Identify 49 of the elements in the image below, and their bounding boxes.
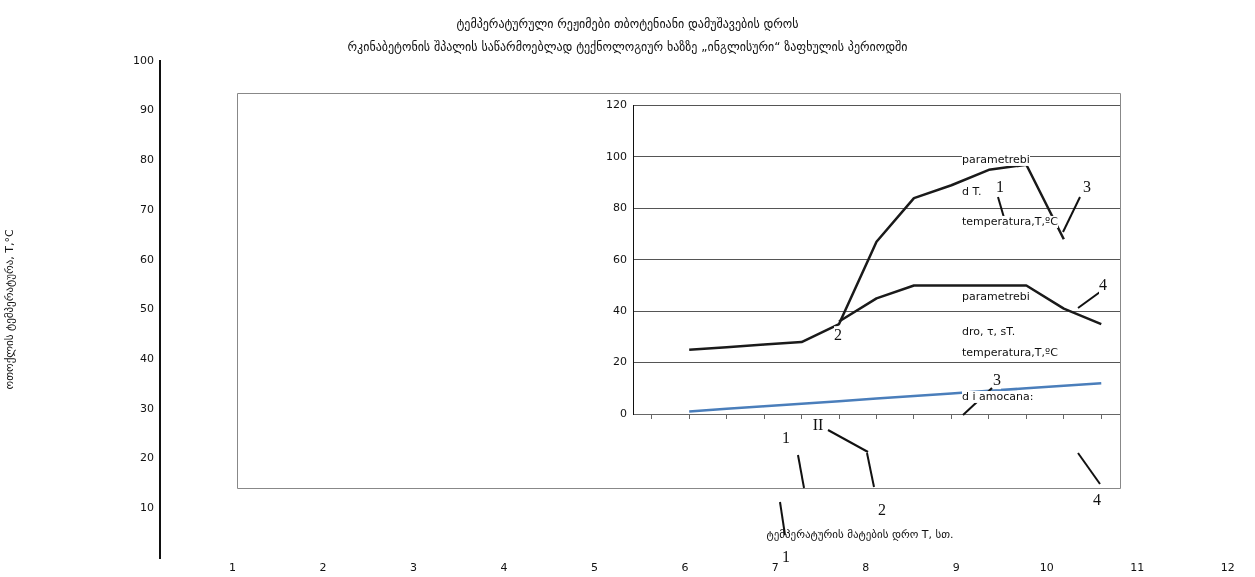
y-tick-label: 70 [140,202,154,216]
y-tick-label: 0 [620,406,627,420]
x-tick-label: 10 [1039,561,1054,575]
x-tick-label: 7 [771,561,779,575]
chart-subtitle: რკინაბეტონის შპალის საწარმოებლად ტექნოლოგიურ ხაზზე „ინგლისური“ ზაფხულის პერიოდში [347,39,908,54]
annotation: d T. [962,184,982,199]
y-tick-label: 20 [140,451,154,465]
chart-title: ტემპერატურული რეჟიმები თბოტენიანი დამუშავების დროს [456,17,799,32]
x-tick-label: 11 [1130,561,1145,575]
y-tick-label: 100 [133,53,154,67]
y-tick-label: 60 [613,252,627,266]
annotation: 1 [782,429,790,447]
x-tick-label: 1 [228,561,236,575]
annotation: d i amocana: [962,389,1034,404]
x-tick-label: 5 [590,561,598,575]
annotation: 2 [878,501,886,519]
annotation: 4 [1093,491,1101,509]
y-tick-label: 80 [140,153,154,167]
x-tick-label: 8 [862,561,870,575]
y-tick-label: 30 [140,401,154,415]
x-axis-title: ტემპერატურის მატების დრო T, სთ. [766,527,954,541]
y-tick-label: 80 [613,201,627,215]
annotation: 1 [996,178,1004,196]
annotation: 3 [1083,178,1091,196]
x-tick-label: 4 [500,561,508,575]
annotation: temperatura,T,ºC [962,345,1058,360]
annotation: temperatura,T,ºC [962,214,1058,229]
y-tick-label: 100 [606,149,627,163]
x-tick-label: 12 [1220,561,1235,575]
x-tick-label: 3 [409,561,417,575]
annotation: 3 [993,371,1001,389]
y-tick-label: 90 [140,103,154,117]
annotation: II [812,416,824,434]
annotation: dro, τ, sT. [962,324,1016,339]
annotation: 4 [1099,276,1107,294]
x-tick-label: 9 [952,561,960,575]
x-tick-label: 2 [319,561,327,575]
y-axis-title: ოთოქლის ტემპერატურა, T,°C [3,229,17,390]
y-tick-label: 20 [613,355,627,369]
x-tick-label: 6 [681,561,689,575]
annotation: 2 [834,326,842,344]
y-tick-label: 50 [140,302,154,316]
y-tick-label: 10 [140,501,154,515]
annotation: parametrebi [962,152,1030,167]
y-tick-label: 40 [140,351,154,365]
y-tick-label: 40 [613,304,627,318]
y-tick-label: 120 [606,98,627,112]
annotation: parametrebi [962,289,1030,304]
y-tick-label: 60 [140,252,154,266]
